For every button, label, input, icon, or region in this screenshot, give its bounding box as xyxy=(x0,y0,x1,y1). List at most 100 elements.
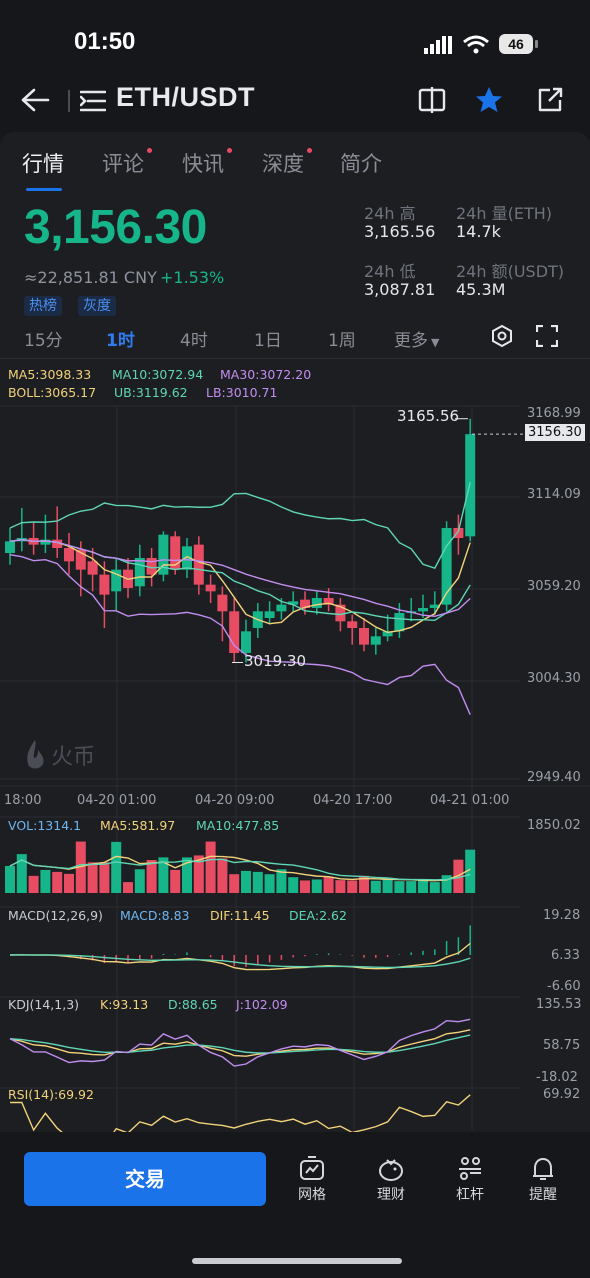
d-legend: D:88.65 xyxy=(168,997,218,1012)
volume-bar xyxy=(99,862,110,893)
grid-bot-button[interactable]: 网格 xyxy=(282,1152,342,1208)
alert-button[interactable]: 提醒 xyxy=(513,1152,573,1208)
badge-hot[interactable]: 热榜 xyxy=(24,296,62,316)
vol-ma5-legend: MA5:581.97 xyxy=(100,818,176,833)
status-bar: 01:50 46 xyxy=(0,0,590,80)
ma10-legend: MA10:3072.94 xyxy=(112,367,204,382)
candle-body xyxy=(418,607,428,612)
high-value: 3,165.56 xyxy=(364,222,436,241)
indicator-settings-icon[interactable] xyxy=(490,324,514,348)
candle-body xyxy=(453,527,464,538)
cellular-signal-icon xyxy=(424,36,452,54)
favorite-star-icon[interactable] xyxy=(474,85,504,115)
bell-icon xyxy=(533,1158,553,1180)
battery-level: 46 xyxy=(508,36,524,52)
back-arrow-icon[interactable] xyxy=(20,88,50,112)
candle-body xyxy=(87,561,98,575)
tab-news-dot xyxy=(227,148,232,153)
interval-1d[interactable]: 1日 xyxy=(254,331,282,351)
volume-bar xyxy=(394,881,405,893)
volume-bar xyxy=(134,869,145,893)
volume-value: 14.7k xyxy=(456,222,501,241)
price-axis-label: 3059.20 xyxy=(527,579,581,594)
rsi-line xyxy=(10,1094,471,1132)
share-icon[interactable] xyxy=(536,86,564,114)
pair-title[interactable]: ETH/USDT xyxy=(116,82,255,112)
finance-button[interactable]: 理财 xyxy=(361,1152,421,1208)
chevron-down-icon: ▼ xyxy=(431,336,440,349)
kdj-axis-label: 58.75 xyxy=(543,1038,581,1053)
volume-bar xyxy=(288,877,299,893)
candle-body xyxy=(182,546,192,570)
volume-bar xyxy=(465,849,476,893)
volume-bar xyxy=(158,857,169,893)
interval-1w[interactable]: 1周 xyxy=(328,331,356,351)
candle-body xyxy=(300,599,310,608)
candle-body xyxy=(205,584,216,592)
time-axis-label: 04-21 01:00 xyxy=(430,793,510,808)
tab-comments[interactable]: 评论 xyxy=(102,148,152,178)
candle-body xyxy=(5,541,15,553)
candle-body xyxy=(311,597,322,608)
volume-bar xyxy=(418,879,428,893)
tab-news[interactable]: 快讯 xyxy=(182,148,232,178)
volume-bar xyxy=(205,841,216,893)
candle-body xyxy=(99,574,110,595)
candle-body xyxy=(134,557,145,587)
price-axis-label: 3114.09 xyxy=(527,487,581,502)
badge-grayscale[interactable]: 灰度 xyxy=(78,296,116,316)
candle-body xyxy=(394,612,405,632)
volume-bar xyxy=(323,876,334,893)
tab-market[interactable]: 行情 xyxy=(22,152,64,176)
macd-axis-label: 19.28 xyxy=(543,908,581,923)
candle-body xyxy=(347,621,358,628)
grid-bot-label: 网格 xyxy=(298,1187,326,1203)
price-axis-label: 2949.40 xyxy=(527,770,581,785)
huobi-logo-icon xyxy=(27,740,44,769)
max-price-marker: 3165.56 xyxy=(397,407,460,425)
kline-chart[interactable] xyxy=(0,359,590,1132)
tab-depth[interactable]: 深度 xyxy=(262,148,312,178)
ma5-legend: MA5:3098.33 xyxy=(8,367,92,382)
boll-upper-line xyxy=(9,482,471,569)
interval-4h[interactable]: 4时 xyxy=(180,331,208,351)
volume-bar xyxy=(146,860,157,893)
volume-bar xyxy=(64,873,74,893)
trade-button[interactable]: 交易 xyxy=(24,1152,266,1206)
min-price-marker: 3019.30 xyxy=(244,652,307,670)
compare-icon[interactable] xyxy=(418,86,446,114)
volume-bar xyxy=(87,862,98,893)
volume-bar xyxy=(370,880,381,893)
candle-body xyxy=(193,544,204,585)
volume-bar xyxy=(111,841,122,893)
boll-lower-line xyxy=(9,553,471,715)
volume-bar xyxy=(16,854,27,893)
interval-more[interactable]: 更多 ▼ xyxy=(394,331,440,351)
candle-body xyxy=(111,569,122,592)
candle-body xyxy=(158,534,169,575)
ma30-line xyxy=(9,538,471,617)
rsi-legend: RSI(14):69.92 xyxy=(8,1087,94,1102)
macd-axis-label: -6.60 xyxy=(547,979,581,994)
turnover-label: 24h 额(USDT) xyxy=(456,262,565,281)
j-line xyxy=(9,1018,471,1067)
candle-body xyxy=(441,527,452,605)
fullscreen-icon[interactable] xyxy=(536,325,558,347)
tab-comments-dot xyxy=(147,148,152,153)
interval-15m[interactable]: 15分 xyxy=(24,331,63,351)
macd-legend: MACD:8.83 xyxy=(120,908,190,923)
volume-bar xyxy=(347,880,358,893)
leverage-button[interactable]: 杠杆 xyxy=(440,1152,500,1208)
volume-bar xyxy=(241,870,251,893)
volume-bar xyxy=(5,865,15,893)
price-change: +1.53% xyxy=(160,268,225,287)
time-axis-label: 04-20 09:00 xyxy=(195,793,275,808)
price-axis-label: 3004.30 xyxy=(527,671,581,686)
interval-1h[interactable]: 1时 xyxy=(106,331,135,351)
tab-intro[interactable]: 简介 xyxy=(340,152,382,176)
dea-legend: DEA:2.62 xyxy=(289,908,347,923)
vol-axis-label: 1850.02 xyxy=(527,818,581,833)
volume-bar xyxy=(300,880,310,893)
market-list-icon[interactable] xyxy=(80,90,106,112)
active-tab-indicator xyxy=(26,188,62,191)
